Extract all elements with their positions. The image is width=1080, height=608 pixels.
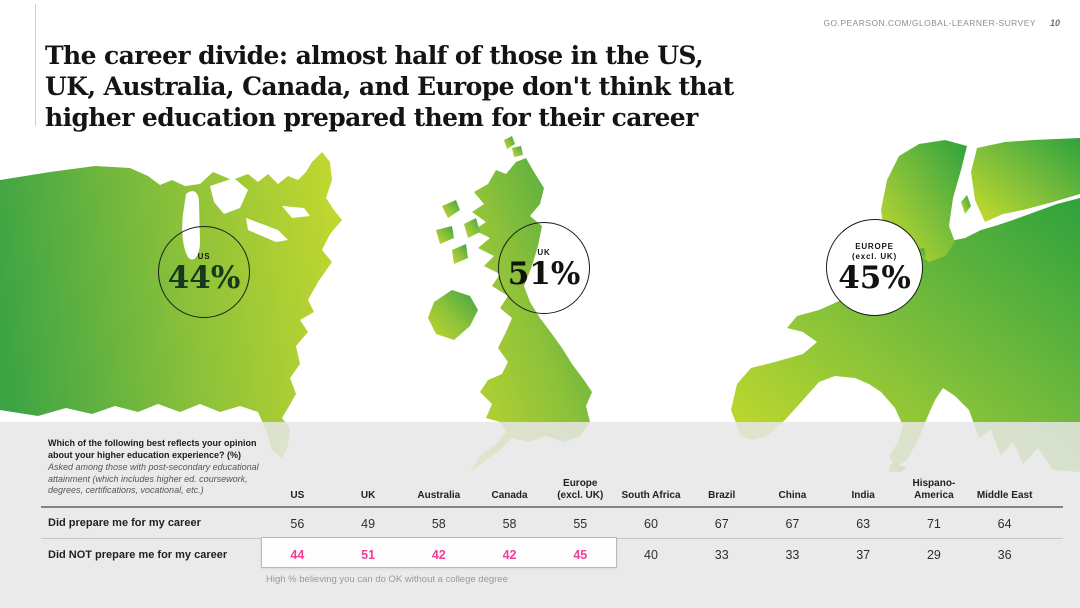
question-bold: Which of the following best reflects you… [48,438,257,460]
title-line-3: higher education prepared them for their… [45,103,698,132]
table-question: Which of the following best reflects you… [48,437,273,497]
value-cell-highlighted: 51 [361,548,376,562]
value-cell-highlighted: 42 [502,548,517,562]
value-cell-highlighted: 45 [573,548,588,562]
value-cell: 58 [431,517,446,531]
value-cell: 71 [926,517,941,531]
header-rule [41,506,1063,508]
table-footnote: High % believing you can do OK without a… [266,574,508,585]
header-cell-canada: Canada [491,489,528,501]
value-cell-highlighted: 44 [290,548,305,562]
header: GO.PEARSON.COM/GLOBAL-LEARNER-SURVEY 10 [823,18,1060,28]
header-link[interactable]: GO.PEARSON.COM/GLOBAL-LEARNER-SURVEY [823,18,1036,28]
header-cell-hispano-america: Hispano- America [912,478,956,501]
page-title: The career divide: almost half of those … [45,40,734,133]
page-number: 10 [1049,18,1060,28]
header-cell-china: China [778,489,807,501]
europe-callout: EUROPE (excl. UK) 45% [826,219,923,316]
row-label-prepared: Did prepare me for my career [48,517,201,529]
value-cell: 49 [361,517,376,531]
value-cell: 64 [997,517,1012,531]
europe-callout-label-1: EUROPE [855,242,894,251]
us-callout-label: US [197,251,211,261]
value-cell: 55 [573,517,588,531]
value-cell: 37 [856,548,871,562]
title-left-rule [35,4,36,126]
title-line-1: The career divide: almost half of those … [45,41,704,70]
value-cell: 29 [926,548,941,562]
value-cell-highlighted: 42 [431,548,446,562]
header-cell-uk: UK [360,489,376,501]
value-cell: 67 [785,517,800,531]
column-headers: US UK Australia Canada Europe (excl. UK)… [262,464,1040,504]
header-cell-us: US [290,489,305,501]
us-callout-value: 44% [167,259,241,296]
us-callout: US 44% [158,226,250,318]
header-cell-south-africa: South Africa [621,489,681,501]
header-cell-europe: Europe (excl. UK) [557,478,604,501]
value-cell: 56 [290,517,305,531]
uk-callout-label: UK [537,247,551,257]
value-cell: 60 [644,517,658,531]
table-row: 44 51 42 42 45 40 33 33 37 29 36 [262,540,1040,570]
row-label-not-prepared: Did NOT prepare me for my career [48,549,228,561]
uk-callout: UK 51% [498,222,590,314]
header-cell-middle-east: Middle East [976,489,1033,501]
question-italic: Asked among those with post-secondary ed… [48,462,259,495]
header-cell-australia: Australia [417,489,461,501]
table-row: 56 49 58 58 55 60 67 67 63 71 64 [262,509,1040,539]
europe-callout-label-2: (excl. UK) [852,252,897,261]
value-cell: 58 [502,517,517,531]
uk-callout-value: 51% [507,255,581,292]
value-cell: 63 [856,517,871,531]
uk-map [428,136,592,472]
value-cell: 33 [714,548,729,562]
title-line-2: UK, Australia, Canada, and Europe don't … [45,72,734,101]
europe-callout-value: 45% [838,260,911,296]
table-band [0,422,1080,608]
value-cell: 36 [997,548,1012,562]
header-cell-brazil: Brazil [708,489,736,501]
value-cell: 33 [785,548,800,562]
value-cell: 40 [644,548,658,562]
header-cell-india: India [851,489,875,501]
highlight-box [261,537,617,568]
value-cell: 67 [714,517,729,531]
